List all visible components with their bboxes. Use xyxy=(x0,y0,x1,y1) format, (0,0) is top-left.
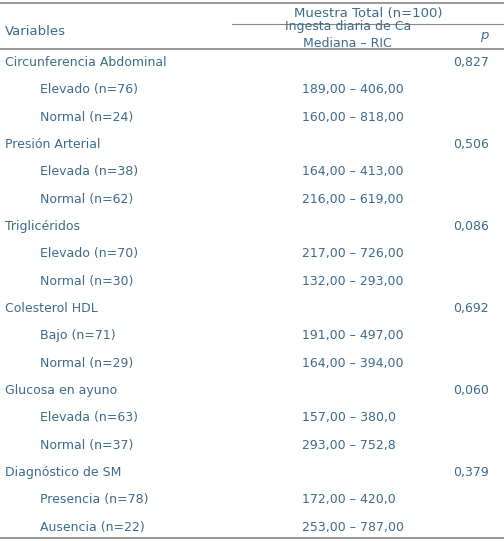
Text: 132,00 – 293,00: 132,00 – 293,00 xyxy=(302,275,404,288)
Text: 0,060: 0,060 xyxy=(453,384,489,397)
Text: 157,00 – 380,0: 157,00 – 380,0 xyxy=(302,411,397,425)
Text: Diagnóstico de SM: Diagnóstico de SM xyxy=(5,466,121,479)
Text: Muestra Total (n=100): Muestra Total (n=100) xyxy=(294,7,442,20)
Text: 217,00 – 726,00: 217,00 – 726,00 xyxy=(302,247,404,260)
Text: Elevado (n=76): Elevado (n=76) xyxy=(40,83,138,96)
Text: Circunferencia Abdominal: Circunferencia Abdominal xyxy=(5,56,167,69)
Text: 293,00 – 752,8: 293,00 – 752,8 xyxy=(302,439,396,452)
Text: 172,00 – 420,0: 172,00 – 420,0 xyxy=(302,493,396,506)
Text: Colesterol HDL: Colesterol HDL xyxy=(5,302,98,315)
Text: Variables: Variables xyxy=(5,24,66,38)
Text: 216,00 – 619,00: 216,00 – 619,00 xyxy=(302,193,404,206)
Text: Triglicéridos: Triglicéridos xyxy=(5,220,80,233)
Text: 0,827: 0,827 xyxy=(453,56,489,69)
Text: Normal (n=30): Normal (n=30) xyxy=(40,275,134,288)
Text: Normal (n=29): Normal (n=29) xyxy=(40,357,134,370)
Text: Elevada (n=63): Elevada (n=63) xyxy=(40,411,138,425)
Text: Normal (n=37): Normal (n=37) xyxy=(40,439,134,452)
Text: Ingesta diaria de Ca
Mediana – RIC: Ingesta diaria de Ca Mediana – RIC xyxy=(285,21,411,50)
Text: Normal (n=24): Normal (n=24) xyxy=(40,110,134,123)
Text: Bajo (n=71): Bajo (n=71) xyxy=(40,329,116,342)
Text: Presencia (n=78): Presencia (n=78) xyxy=(40,493,149,506)
Text: Elevada (n=38): Elevada (n=38) xyxy=(40,165,139,179)
Text: p: p xyxy=(480,29,489,42)
Text: 164,00 – 394,00: 164,00 – 394,00 xyxy=(302,357,404,370)
Text: 0,506: 0,506 xyxy=(453,138,489,151)
Text: 189,00 – 406,00: 189,00 – 406,00 xyxy=(302,83,404,96)
Text: Normal (n=62): Normal (n=62) xyxy=(40,193,134,206)
Text: 0,692: 0,692 xyxy=(453,302,489,315)
Text: 164,00 – 413,00: 164,00 – 413,00 xyxy=(302,165,404,179)
Text: 0,379: 0,379 xyxy=(453,466,489,479)
Text: Glucosa en ayuno: Glucosa en ayuno xyxy=(5,384,117,397)
Text: Ausencia (n=22): Ausencia (n=22) xyxy=(40,521,145,534)
Text: 191,00 – 497,00: 191,00 – 497,00 xyxy=(302,329,404,342)
Text: 160,00 – 818,00: 160,00 – 818,00 xyxy=(302,110,404,123)
Text: 0,086: 0,086 xyxy=(453,220,489,233)
Text: Presión Arterial: Presión Arterial xyxy=(5,138,100,151)
Text: 253,00 – 787,00: 253,00 – 787,00 xyxy=(302,521,404,534)
Text: Elevado (n=70): Elevado (n=70) xyxy=(40,247,139,260)
